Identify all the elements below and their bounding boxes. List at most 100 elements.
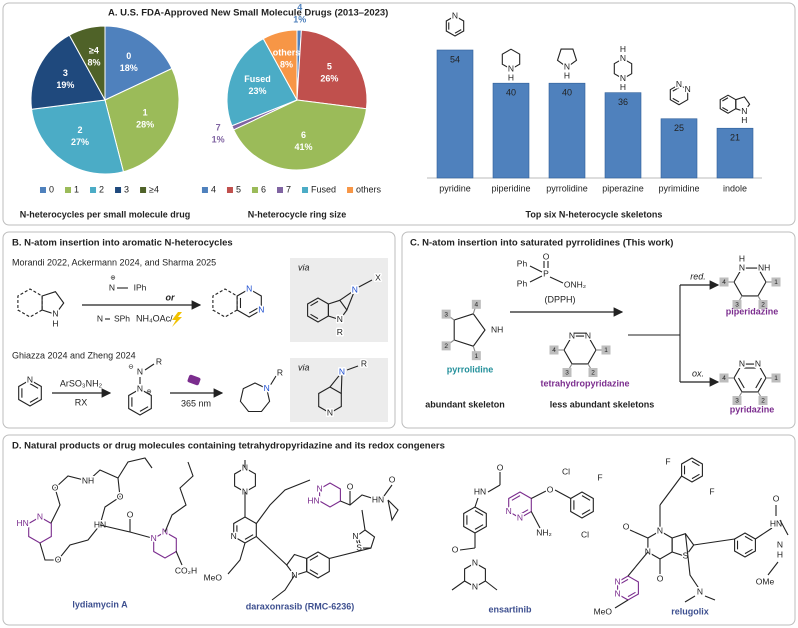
atom-label: N [317, 483, 323, 493]
bar [436, 49, 474, 179]
bond [684, 533, 701, 591]
legend-label: ≥4 [149, 184, 159, 194]
bond [358, 279, 373, 288]
condition: red. [690, 271, 706, 281]
atom-label: N [676, 79, 682, 89]
slice-category: ≥4 [89, 45, 99, 55]
compound-name: piperidazine [726, 306, 779, 316]
ring [17, 288, 43, 318]
bond [255, 479, 311, 525]
atom-label: N [52, 309, 58, 319]
bond [529, 265, 543, 273]
bond [629, 529, 649, 539]
atom-label: Cl [562, 466, 570, 476]
bond [722, 97, 729, 102]
bond [487, 484, 501, 493]
via-label: via [298, 362, 310, 372]
bond [244, 534, 254, 540]
position-box [441, 309, 451, 319]
connector: or [166, 292, 175, 302]
position-number: 2 [591, 370, 595, 377]
position-number: 4 [552, 347, 556, 354]
legend-label: others [356, 184, 382, 194]
bar-value: 25 [674, 123, 684, 133]
bond [271, 575, 295, 601]
bond [672, 97, 680, 103]
legend-swatch [39, 187, 46, 193]
pie-slice [68, 25, 106, 101]
bond [581, 509, 591, 515]
slice-category: 7 [216, 123, 221, 133]
legend-swatch [65, 187, 72, 193]
chart-title: N-heterocycles per small molecule drug [20, 209, 191, 219]
atom-label: N [452, 10, 458, 20]
position-box [719, 277, 729, 287]
atom-label: N [755, 358, 761, 368]
atom-label: N [620, 73, 626, 83]
bond [554, 489, 572, 499]
atom-label: N [508, 63, 514, 73]
atom-label: N [777, 539, 783, 549]
reference: Morandi 2022, Ackermann 2024, and Sharma… [12, 257, 216, 267]
bond [684, 595, 696, 603]
position-box [562, 368, 572, 378]
position-number: 2 [761, 302, 765, 309]
note: abundant skeleton [425, 399, 505, 409]
atom-label: H [620, 44, 626, 54]
panel-c-frame [401, 231, 796, 429]
charge: ⊕ [146, 389, 152, 396]
bond [474, 524, 484, 530]
molecule-name: ensartinib [488, 604, 532, 614]
slice-category: 2 [78, 125, 83, 135]
atom-label: H [52, 319, 58, 329]
molecule-name: lydiamycin A [72, 599, 128, 609]
atom-label: O [52, 482, 59, 492]
reagent: NH₄OAc/ [136, 313, 173, 323]
charge: ⊕ [110, 275, 116, 282]
molecule-name: daraxonrasib (RMC-6236) [246, 601, 355, 611]
atom-label: O [773, 493, 780, 503]
atom-label: P [543, 268, 549, 278]
bond [309, 569, 319, 575]
bond [99, 524, 153, 539]
position-box [732, 396, 742, 406]
bond [511, 495, 521, 501]
position-number: 1 [475, 353, 479, 360]
bond [779, 519, 789, 536]
legend-label: 4 [211, 184, 216, 194]
atom-label: R [361, 358, 367, 368]
atom-label: N [37, 511, 43, 521]
atom-label: N [242, 486, 248, 496]
via-label: via [298, 262, 310, 272]
pie-slice [226, 37, 298, 127]
position-box [588, 368, 598, 378]
bond [755, 377, 762, 389]
bond [529, 275, 543, 283]
legend-label: 1 [74, 184, 79, 194]
panel-title: A. U.S. FDA-Approved New Small Molecule … [108, 8, 388, 19]
ring [669, 84, 689, 106]
legend-label: 0 [49, 184, 54, 194]
bond [627, 591, 636, 598]
slice-category: Fused [244, 74, 271, 84]
ring [128, 388, 152, 416]
position-number: 2 [761, 398, 765, 405]
bond [722, 106, 729, 112]
atom-label: N [472, 581, 478, 591]
atom-label: H [508, 72, 514, 82]
bond [227, 542, 246, 575]
slice-category: 0 [126, 51, 131, 61]
legend-label: Fused [311, 184, 336, 194]
atom-label: HN [94, 519, 106, 529]
x-tick-label: pyrrolidine [546, 183, 588, 193]
atom-label: H [620, 82, 626, 92]
bond [454, 29, 462, 34]
atom-label: S [356, 542, 362, 552]
bond [530, 511, 541, 529]
position-number: 3 [444, 311, 448, 318]
bar [492, 82, 530, 179]
bond [310, 313, 319, 320]
ring [464, 562, 486, 588]
bond [361, 509, 366, 531]
bond [620, 578, 629, 585]
